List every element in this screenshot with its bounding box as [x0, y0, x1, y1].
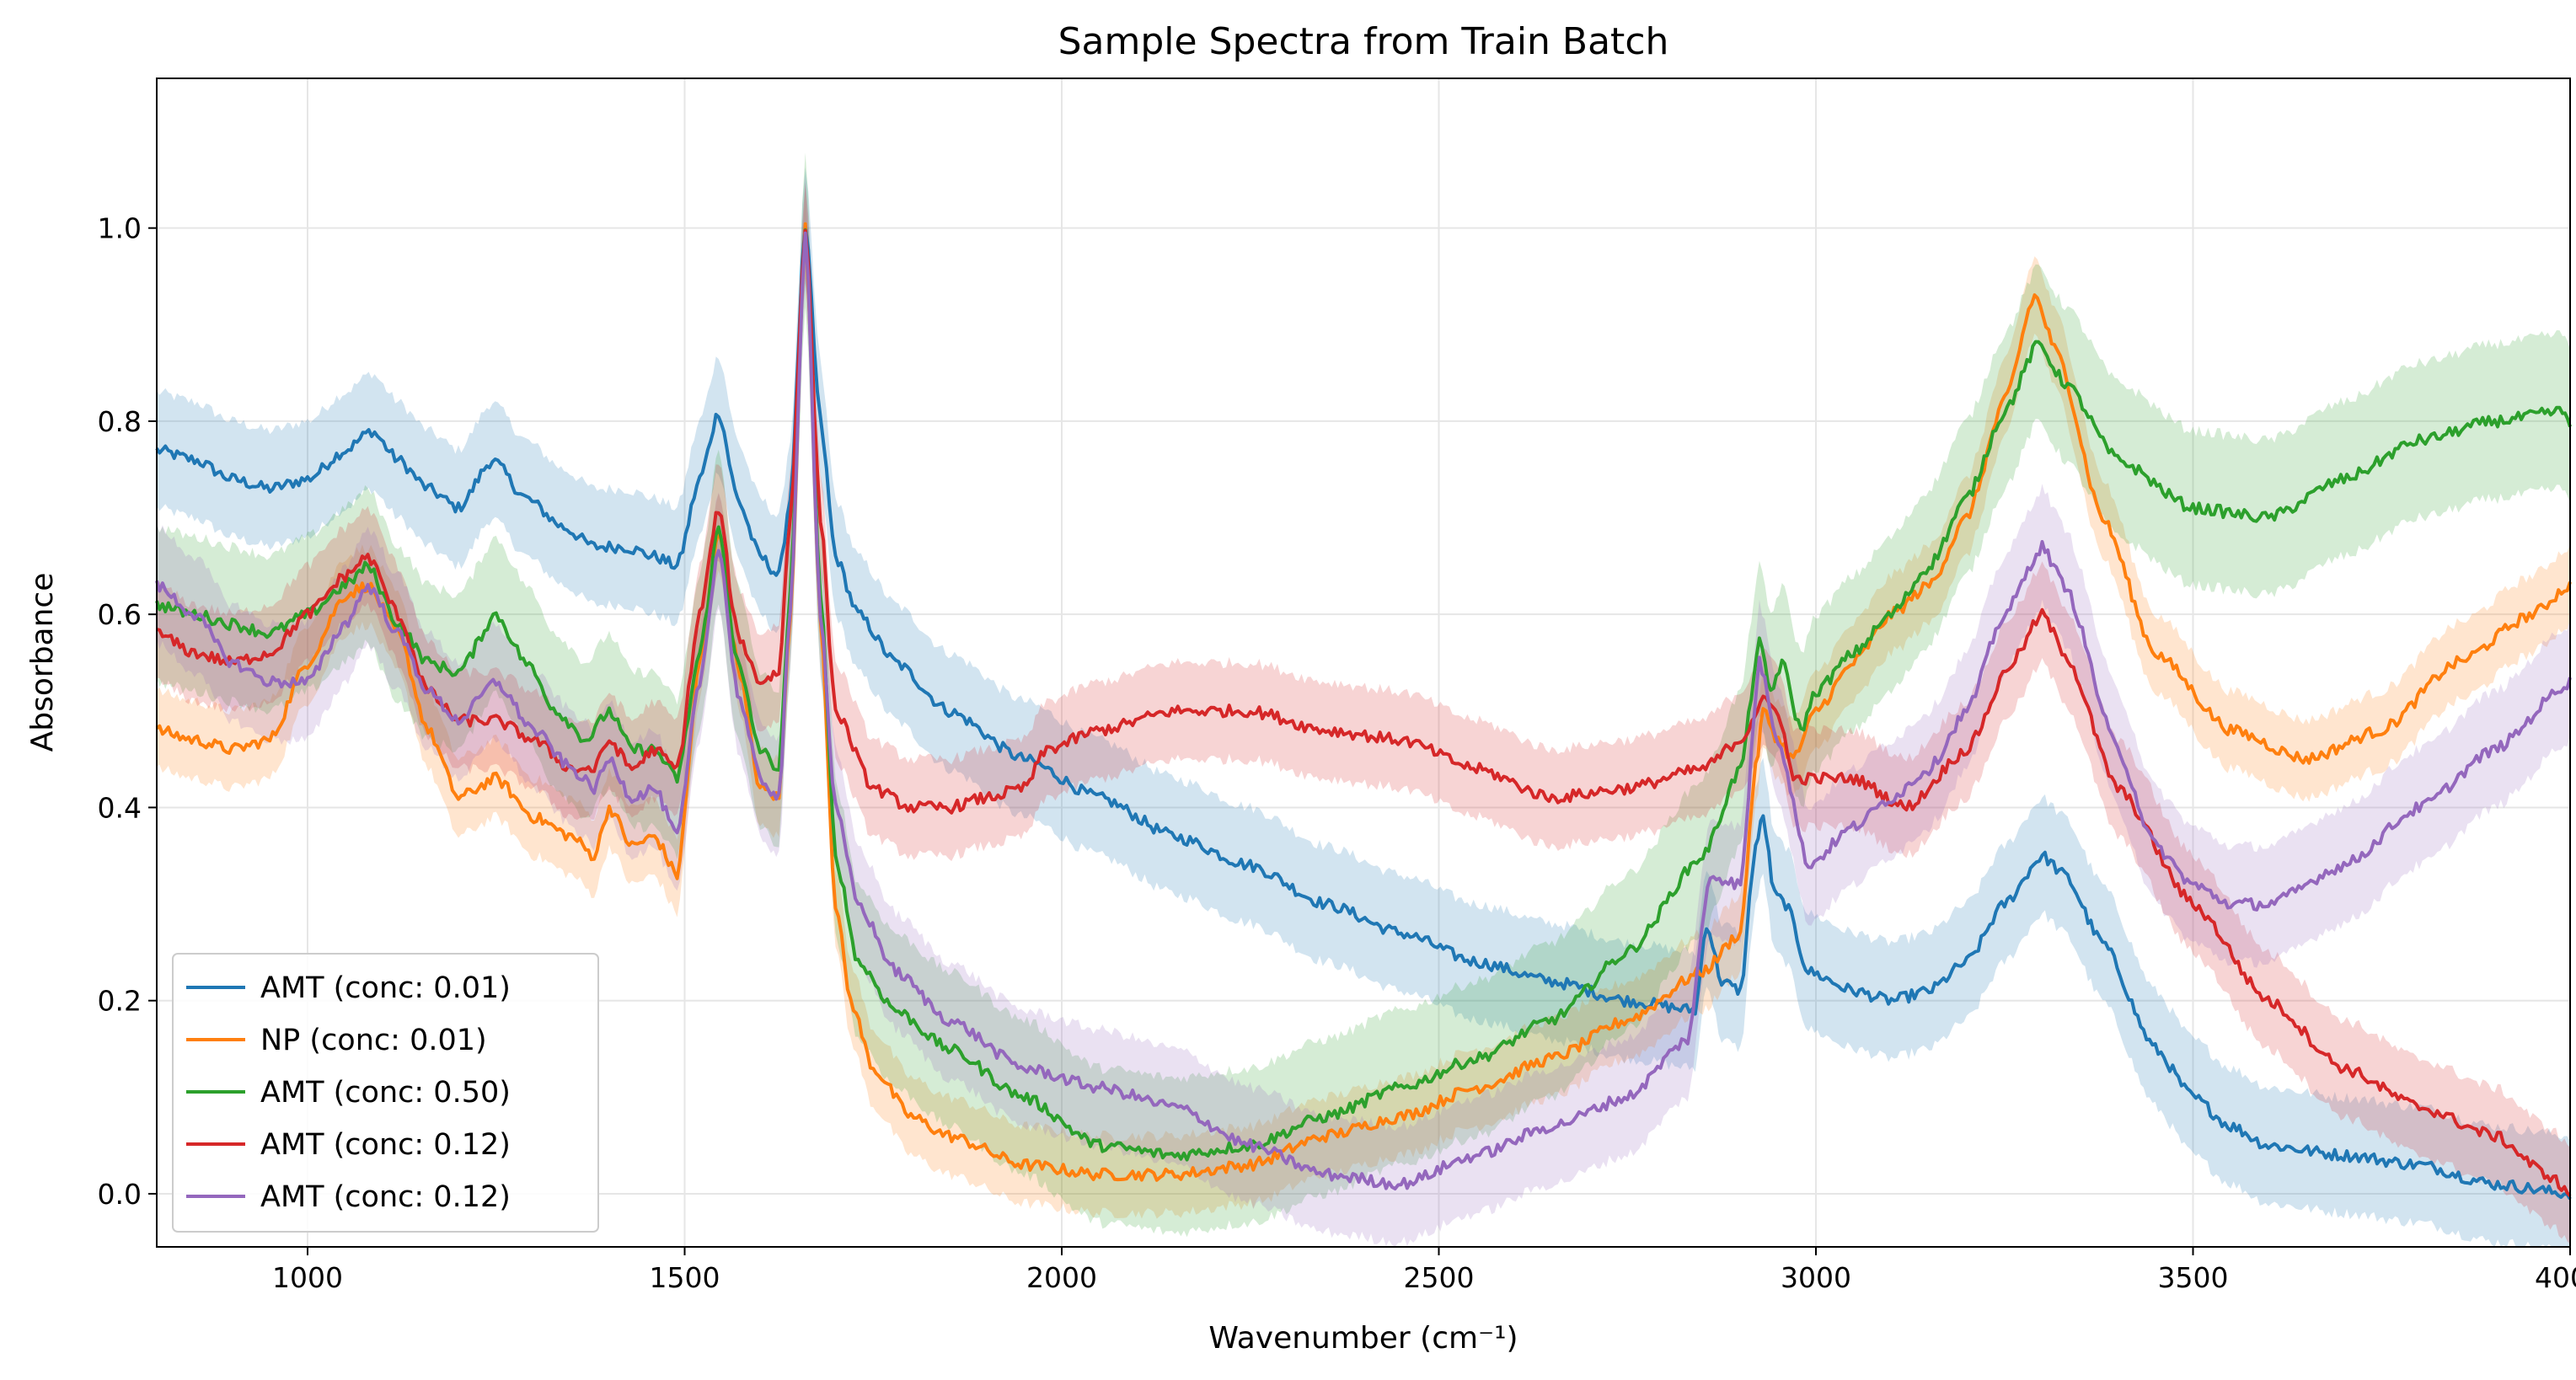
series-lines: [155, 222, 2572, 1201]
legend-label: AMT (conc: 0.50): [260, 1076, 511, 1110]
legend-label: AMT (conc: 0.01): [260, 971, 511, 1005]
x-tick-label: 1000: [272, 1261, 343, 1294]
legend-label: AMT (conc: 0.12): [260, 1180, 511, 1214]
y-tick-label: 0.6: [98, 598, 142, 631]
x-tick-label: 1500: [650, 1261, 720, 1294]
series-3-band: [157, 182, 2570, 1244]
legend-label: NP (conc: 0.01): [260, 1024, 487, 1057]
series-2-line: [155, 228, 2572, 1162]
series-0-line: [155, 223, 2572, 1201]
y-tick-label: 1.0: [98, 212, 142, 245]
y-axis-label: Absorbance: [25, 573, 60, 752]
y-axis-ticks: 0.0 0.2 0.4 0.6 0.8 1.0: [98, 212, 157, 1211]
series-4-line: [155, 231, 2572, 1190]
y-tick-label: 0.8: [98, 405, 142, 438]
x-tick-label: 2500: [1404, 1261, 1475, 1294]
legend-label: AMT (conc: 0.12): [260, 1128, 511, 1162]
y-tick-label: 0.2: [98, 985, 142, 1018]
series-0-band: [157, 167, 2570, 1247]
x-axis-label: Wavenumber (cm⁻¹): [1208, 1321, 1518, 1356]
grid-lines: [157, 78, 2571, 1247]
x-axis-ticks: 1000 1500 2000 2500 3000 3500 4000: [272, 1247, 2576, 1294]
series-1-line: [155, 222, 2572, 1182]
x-tick-label: 3500: [2158, 1261, 2229, 1294]
y-tick-label: 0.4: [98, 791, 142, 824]
x-tick-label: 4000: [2535, 1261, 2576, 1294]
plot-frame: [156, 78, 2571, 1248]
series-2-band: [157, 152, 2570, 1238]
chart-title: Sample Spectra from Train Batch: [1058, 20, 1669, 63]
legend-box: [172, 953, 599, 1233]
x-tick-label: 2000: [1026, 1261, 1097, 1294]
x-tick-label: 3000: [1781, 1261, 1851, 1294]
confidence-bands: [157, 152, 2570, 1247]
y-tick-label: 0.0: [98, 1178, 142, 1211]
legend: AMT (conc: 0.01) NP (conc: 0.01) AMT (conc…: [172, 953, 599, 1233]
